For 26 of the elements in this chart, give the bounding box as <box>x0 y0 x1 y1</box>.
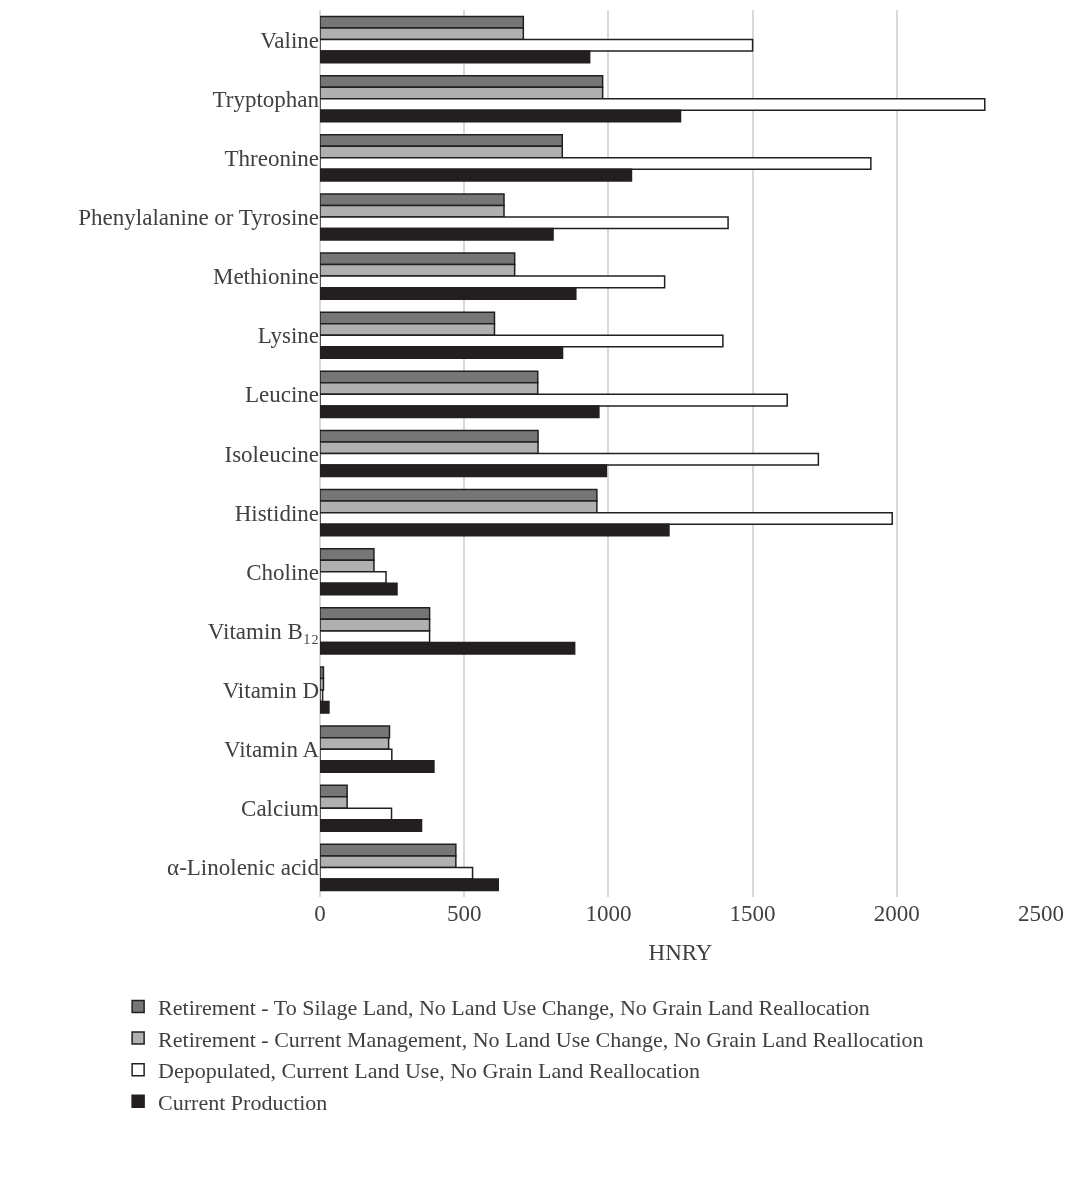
y-tick-label: Vitamin A <box>223 737 320 763</box>
legend-label: Depopulated, Current Land Use, No Grain Land Reallocation <box>158 1058 701 1084</box>
x-tick-label: 1500 <box>729 901 776 926</box>
legend-label: Retirement - To Silage Land, No Land Use Change, No Grain Land Reallocation <box>158 995 870 1021</box>
x-axis-title: HNRY <box>648 939 713 965</box>
y-tick-label: Tryptophan <box>212 86 320 112</box>
legend-label: Current Production <box>158 1089 328 1115</box>
y-tick-label: Histidine <box>234 500 319 526</box>
y-tick-label: α-Linolenic acid <box>167 855 320 881</box>
y-tick-label: Calcium <box>241 796 320 822</box>
y-tick-label: Phenylalanine or Tyrosine <box>78 205 319 231</box>
x-tick-label: 500 <box>446 901 482 926</box>
x-tick-label: 2500 <box>1018 901 1064 926</box>
x-tick-label: 0 <box>314 901 326 926</box>
y-tick-label: Valine <box>260 27 319 53</box>
y-tick-label: Vitamin B₁₂ <box>207 618 319 644</box>
y-tick-label: Methionine <box>212 264 319 290</box>
legend-label: Retirement - Current Management, No Land Use Change, No Grain Land Reallocation <box>158 1026 924 1052</box>
x-tick-label: 2000 <box>873 901 920 926</box>
y-tick-label: Threonine <box>224 145 319 171</box>
y-tick-label: Leucine <box>244 382 319 408</box>
y-tick-label: Isoleucine <box>224 441 319 467</box>
x-tick-label: 1000 <box>585 901 632 926</box>
y-tick-label: Choline <box>246 559 319 585</box>
y-tick-label: Vitamin D <box>222 678 319 704</box>
y-tick-label: Lysine <box>257 323 319 349</box>
